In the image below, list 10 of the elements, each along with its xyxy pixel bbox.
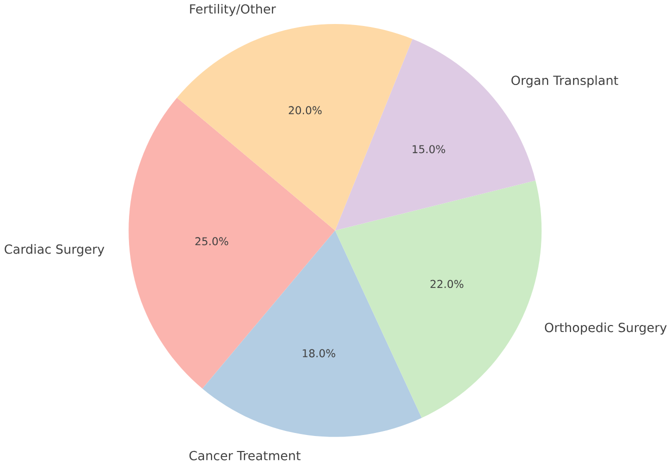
slice-label: Cancer Treatment [189, 450, 301, 460]
slice-label: Cardiac Surgery [4, 244, 104, 256]
data-label: 22.0% [430, 280, 464, 288]
data-label: 15.0% [412, 144, 446, 154]
slice-label: Orthopedic Surgery [544, 322, 667, 335]
slice-label: Organ Transplant [511, 75, 618, 88]
data-label: 18.0% [302, 349, 336, 358]
data-label: 20.0% [288, 106, 322, 114]
data-label: 25.0% [195, 237, 228, 246]
slice-label: Fertility/Other [190, 4, 276, 16]
